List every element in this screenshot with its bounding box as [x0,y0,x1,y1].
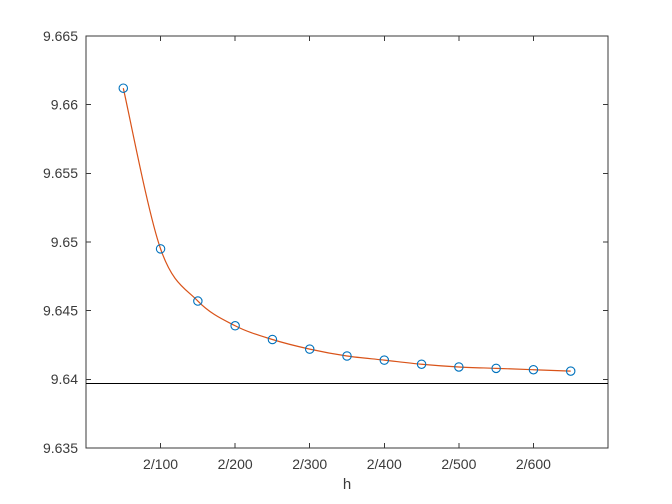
data-point-marker [304,344,315,354]
y-tick-label: 9.645 [43,303,78,319]
data-point-marker [565,366,576,376]
x-axis-label: h [343,476,351,493]
y-tick-label: 9.635 [43,440,78,456]
x-tick-label: 2/100 [143,456,178,472]
data-point-marker [230,321,240,331]
data-point-marker [454,362,464,372]
data-point-marker [528,364,539,375]
x-tick-label: 2/600 [516,456,551,472]
y-tick-label: 9.64 [51,371,78,387]
x-tick-label: 2/400 [367,456,402,472]
data-point-marker [193,296,203,306]
series-curve [122,88,571,372]
y-tick-label: 9.665 [43,28,78,44]
x-tick-label: 2/500 [441,456,476,472]
axes-box [85,35,609,449]
x-tick-label: 2/200 [218,456,253,472]
data-point-marker [416,359,427,369]
data-point-marker [155,244,166,254]
y-tick-label: 9.66 [51,97,78,113]
data-point-marker [342,351,352,361]
data-point-marker [379,355,390,365]
y-tick-label: 9.65 [51,234,78,250]
data-point-marker [491,363,501,374]
data-point-marker [267,334,278,345]
y-tick-label: 9.655 [43,165,78,181]
data-point-marker [118,83,129,93]
x-tick-label: 2/300 [292,456,327,472]
